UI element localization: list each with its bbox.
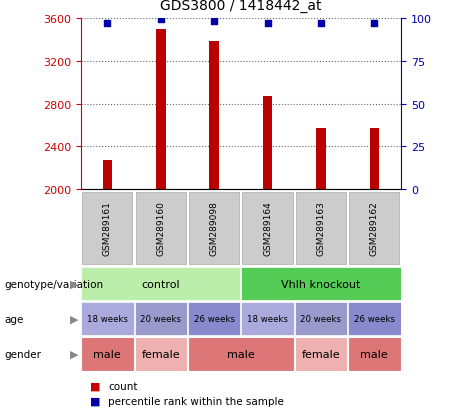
Bar [188,338,294,370]
Bar [81,268,240,300]
Point [104,20,111,27]
Bar [242,303,294,335]
Text: GSM289160: GSM289160 [156,201,165,256]
Bar [370,129,379,190]
Point [317,20,325,27]
Bar [263,97,272,190]
Bar [135,303,187,335]
Text: 20 weeks: 20 weeks [301,315,342,323]
Text: 18 weeks: 18 weeks [87,315,128,323]
Bar [156,31,165,190]
Text: percentile rank within the sample: percentile rank within the sample [108,396,284,406]
Bar [188,303,240,335]
Text: ▶: ▶ [70,349,78,359]
Bar [349,192,400,264]
Text: GSM289163: GSM289163 [316,201,325,256]
Text: genotype/variation: genotype/variation [5,279,104,289]
Point [371,20,378,27]
Bar [81,303,134,335]
Bar [81,338,134,370]
Text: Vhlh knockout: Vhlh knockout [281,279,361,289]
Bar [82,192,132,264]
Bar [295,303,347,335]
Text: ■: ■ [90,381,100,391]
Text: 26 weeks: 26 weeks [354,315,395,323]
Text: control: control [142,279,180,289]
Text: GSM289161: GSM289161 [103,201,112,256]
Bar [209,42,219,190]
Text: ▶: ▶ [70,314,78,324]
Text: count: count [108,381,138,391]
Text: GSM289098: GSM289098 [210,201,219,256]
Text: ■: ■ [90,396,100,406]
Bar [295,338,347,370]
Text: 18 weeks: 18 weeks [247,315,288,323]
Bar [316,129,326,190]
Bar [242,192,293,264]
Text: male: male [94,349,121,359]
Bar [135,338,187,370]
Text: age: age [5,314,24,324]
Text: GSM289162: GSM289162 [370,201,379,256]
Text: ▶: ▶ [70,279,78,289]
Bar [102,161,112,190]
Text: 26 weeks: 26 weeks [194,315,235,323]
Text: female: female [301,349,340,359]
Bar [242,268,401,300]
Text: male: male [227,349,255,359]
Point [211,19,218,25]
Title: GDS3800 / 1418442_at: GDS3800 / 1418442_at [160,0,322,13]
Point [264,20,271,27]
Text: GSM289164: GSM289164 [263,201,272,256]
Bar [189,192,239,264]
Text: male: male [361,349,388,359]
Text: gender: gender [5,349,41,359]
Bar [348,338,401,370]
Text: female: female [142,349,180,359]
Bar [136,192,186,264]
Text: 20 weeks: 20 weeks [140,315,181,323]
Bar [348,303,401,335]
Bar [296,192,346,264]
Point [157,17,165,24]
